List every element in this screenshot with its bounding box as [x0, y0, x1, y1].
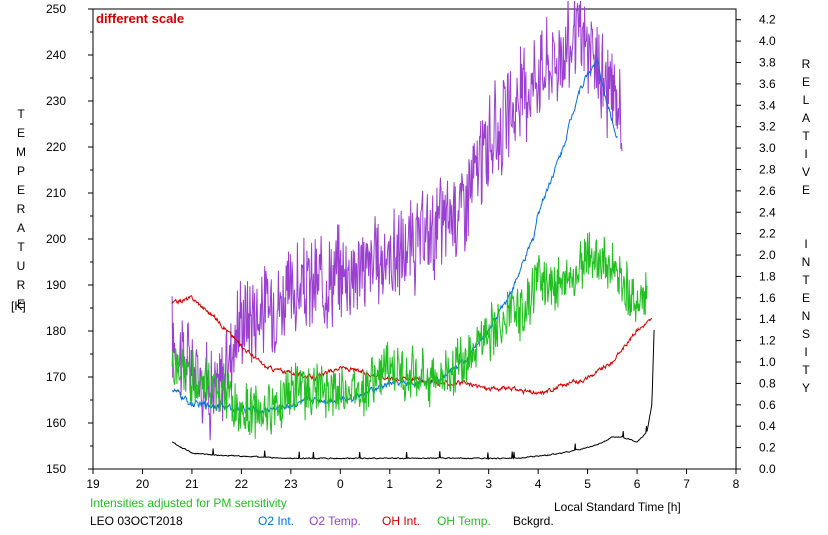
legend-background: Bckgrd. [513, 514, 554, 528]
y-right-tick-label-4: 0.8 [759, 376, 776, 390]
x-tick-label-6: 1 [386, 477, 393, 491]
series-o2-temp [171, 1, 623, 441]
y-right-tick-label-11: 2.2 [759, 227, 776, 241]
series-oh-int [171, 295, 653, 396]
sensitivity-note: Intensities adjusted for PM sensitivity [90, 496, 287, 510]
y-right-tick-label-0: 0.0 [759, 462, 776, 476]
y-right-tick-label-21: 4.2 [759, 13, 776, 27]
y-right-tick-label-13: 2.6 [759, 184, 776, 198]
chart-annotation: different scale [96, 11, 185, 26]
y-right-tick-label-19: 3.8 [759, 55, 776, 69]
y-right-tick-label-3: 0.6 [759, 398, 776, 412]
plot-frame [92, 8, 737, 470]
series-oh-temp [171, 232, 648, 439]
left-axis-title: T E M P E R A T U R E [16, 107, 26, 311]
y-left-tick-label-9: 240 [46, 48, 66, 62]
legend-o2-temp: O2 Temp. [309, 514, 361, 528]
y-left-tick-label-4: 190 [46, 278, 66, 292]
y-left-tick-label-6: 210 [46, 186, 66, 200]
y-left-tick-label-10: 250 [46, 2, 66, 16]
x-axis-title: Local Standard Time [h] [554, 500, 681, 514]
legend-oh-temp: OH Temp. [437, 514, 491, 528]
y-right-tick-label-20: 4.0 [759, 34, 776, 48]
x-tick-label-11: 6 [634, 477, 641, 491]
x-tick-label-12: 7 [683, 477, 690, 491]
y-left-tick-label-1: 160 [46, 416, 66, 430]
y-left-tick-label-5: 200 [46, 232, 66, 246]
station-date: LEO 03OCT2018 [90, 514, 183, 528]
x-tick-label-9: 4 [535, 477, 542, 491]
series-bckgrd [172, 329, 655, 460]
y-right-tick-label-2: 0.4 [759, 419, 776, 433]
y-right-tick-label-18: 3.6 [759, 77, 776, 91]
y-right-tick-label-12: 2.4 [759, 205, 776, 219]
x-tick-label-13: 8 [733, 477, 740, 491]
y-left-tick-label-0: 150 [46, 462, 66, 476]
y-left-tick-label-2: 170 [46, 370, 66, 384]
x-tick-label-3: 22 [235, 477, 249, 491]
y-right-tick-label-9: 1.8 [759, 269, 776, 283]
x-tick-label-8: 3 [485, 477, 492, 491]
y-right-tick-label-17: 3.4 [759, 98, 776, 112]
y-right-tick-label-8: 1.6 [759, 291, 776, 305]
y-right-tick-label-6: 1.2 [759, 334, 776, 348]
x-tick-label-2: 21 [185, 477, 199, 491]
x-tick-label-10: 5 [584, 477, 591, 491]
x-tick-label-1: 20 [136, 477, 150, 491]
y-left-tick-label-3: 180 [46, 324, 66, 338]
y-right-tick-label-15: 3.0 [759, 141, 776, 155]
y-right-tick-label-7: 1.4 [759, 312, 776, 326]
y-right-tick-label-1: 0.2 [759, 441, 776, 455]
y-right-tick-label-14: 2.8 [759, 162, 776, 176]
x-tick-label-5: 0 [337, 477, 344, 491]
y-left-tick-label-8: 230 [46, 94, 66, 108]
y-right-tick-label-16: 3.2 [759, 120, 776, 134]
x-tick-label-0: 19 [86, 477, 100, 491]
x-tick-label-7: 2 [436, 477, 443, 491]
y-right-tick-label-10: 2.0 [759, 248, 776, 262]
left-axis-unit: [K] [11, 299, 26, 313]
y-right-tick-label-5: 1.0 [759, 355, 776, 369]
x-tick-label-4: 23 [284, 477, 298, 491]
y-left-tick-label-7: 220 [46, 140, 66, 154]
right-axis-title: R E L A T I V E I N T E N S I T Y [801, 57, 811, 395]
legend-oh-int: OH Int. [382, 514, 421, 528]
legend-o2-int: O2 Int. [258, 514, 295, 528]
